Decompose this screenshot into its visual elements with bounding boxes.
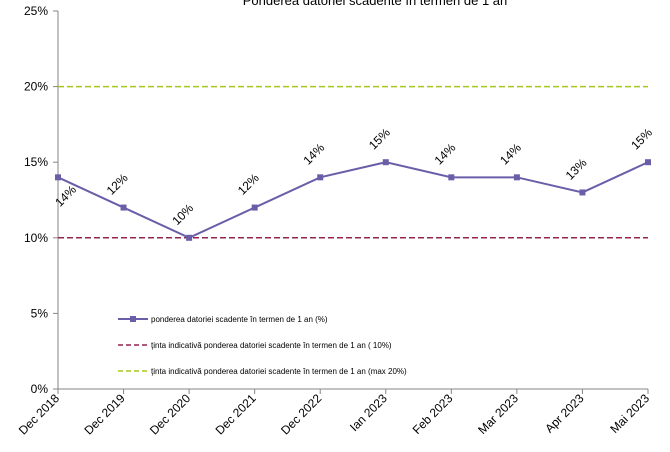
data-point-marker: [317, 174, 324, 181]
y-tick-label: 20%: [24, 80, 48, 94]
series-lines: [55, 85, 651, 241]
y-tick-label: 25%: [24, 4, 48, 18]
legend-label: ponderea datoriei scadente în termen de …: [151, 315, 328, 324]
data-label: 12%: [235, 171, 262, 198]
x-tick-label: Ian 2023: [347, 391, 390, 434]
data-point-marker: [513, 174, 520, 181]
x-tick-label: Dec 2018: [16, 391, 62, 437]
y-tick-label: 10%: [24, 231, 48, 245]
legend-marker: [130, 316, 136, 322]
data-label: 10%: [169, 201, 196, 228]
x-tick-label: Apr 2023: [542, 391, 587, 436]
x-tick-label: Mar 2023: [475, 391, 521, 437]
chart-title: Ponderea datoriei scadente în termen de …: [243, 0, 508, 8]
data-point-marker: [579, 189, 586, 196]
data-point-marker: [120, 204, 127, 211]
data-point-marker: [645, 159, 651, 166]
data-label: 15%: [366, 125, 393, 152]
data-point-marker: [448, 174, 455, 181]
data-label: 12%: [104, 171, 131, 198]
data-point-marker: [186, 234, 193, 241]
x-tick-label: Dec 2022: [278, 391, 324, 437]
data-point-marker: [251, 204, 258, 211]
legend-label: ţinta indicativă ponderea datoriei scade…: [151, 341, 392, 350]
legend: ponderea datoriei scadente în termen de …: [118, 315, 407, 376]
y-tick-label: 15%: [24, 155, 48, 169]
data-label: 14%: [497, 140, 524, 167]
legend-label: ţinta indicativă ponderea datoriei scade…: [151, 367, 407, 376]
data-labels: 14% 12% 10% 12% 14% 15% 14% 14% 13% 15%: [52, 125, 655, 228]
x-tick-label: Dec 2021: [213, 391, 259, 437]
data-point-marker: [382, 159, 389, 166]
data-label: 14%: [52, 182, 79, 209]
data-label: 14%: [432, 140, 459, 167]
data-label: 14%: [300, 140, 327, 167]
x-tick-label: Mai 2023: [607, 391, 652, 436]
x-tick-label: Dec 2019: [81, 391, 127, 437]
y-tick-label: 5%: [31, 306, 49, 320]
data-point-marker: [55, 174, 61, 181]
y-tick-label: 0%: [31, 382, 49, 396]
x-tick-label: Dec 2020: [147, 391, 193, 437]
series-line-main: [57, 161, 649, 239]
x-tick-label: Feb 2023: [410, 391, 456, 437]
data-label: 13%: [563, 155, 590, 182]
data-label: 15%: [628, 125, 655, 152]
